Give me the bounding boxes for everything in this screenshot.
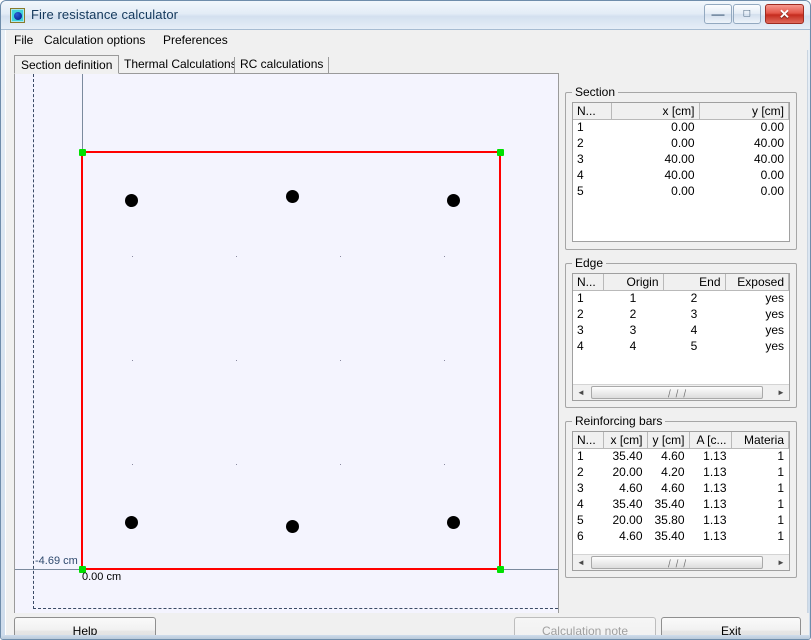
table-row: 5 20.00 35.80 1.13 1 bbox=[577, 513, 784, 527]
window-bottom-edge bbox=[1, 635, 810, 639]
table-row: 4 35.40 35.40 1.13 1 bbox=[577, 497, 784, 511]
table-row: 1 1 2 yes bbox=[577, 291, 784, 306]
section-edge-right[interactable] bbox=[499, 151, 501, 570]
menu-file[interactable]: File bbox=[14, 33, 34, 47]
tab-section-definition[interactable]: Section definition bbox=[14, 55, 120, 74]
table-row: 6 4.60 35.40 1.13 1 bbox=[577, 529, 784, 543]
rebar-col-x[interactable]: x [cm] bbox=[603, 432, 648, 449]
section-edge-left[interactable] bbox=[81, 151, 83, 570]
scroll-right-arrow-icon[interactable]: ► bbox=[777, 558, 785, 567]
menu-bar: File Calculation options Preferences bbox=[6, 30, 809, 50]
section-col-n[interactable]: N... bbox=[573, 103, 612, 120]
rebar-marker[interactable] bbox=[125, 194, 138, 207]
dashed-boundary-bottom bbox=[33, 608, 558, 609]
rebar-marker[interactable] bbox=[286, 190, 299, 203]
rebar-marker[interactable] bbox=[447, 194, 460, 207]
edge-table-hscrollbar[interactable]: ◄ ❘❘❘ ► bbox=[573, 384, 789, 400]
close-icon: ✕ bbox=[779, 6, 790, 22]
table-row: 4 4 5 yes bbox=[577, 339, 784, 353]
exit-button[interactable]: Exit bbox=[661, 617, 801, 639]
edge-col-n[interactable]: N... bbox=[573, 274, 604, 291]
section-vertex-4[interactable] bbox=[497, 566, 504, 573]
rebar-marker[interactable] bbox=[286, 520, 299, 533]
maximize-icon: □ bbox=[743, 7, 751, 20]
table-row: 4 40.00 0.00 bbox=[577, 168, 784, 182]
rebar-col-n[interactable]: N... bbox=[573, 432, 604, 449]
edge-group-title: Edge bbox=[575, 256, 604, 270]
dimension-label-x: 0.00 cm bbox=[82, 571, 122, 583]
table-row: 5 0.00 0.00 bbox=[577, 184, 784, 198]
grid-dots-layer bbox=[15, 74, 558, 615]
menu-calculation-options[interactable]: Calculation options bbox=[44, 33, 146, 47]
table-row: 3 4.60 4.60 1.13 1 bbox=[577, 481, 784, 495]
window-title: Fire resistance calculator bbox=[31, 7, 179, 22]
section-vertex-1[interactable] bbox=[79, 566, 86, 573]
rebar-marker[interactable] bbox=[447, 516, 460, 529]
rebar-col-area[interactable]: A [c... bbox=[689, 432, 732, 449]
help-button[interactable]: Help bbox=[14, 617, 156, 639]
dimension-label-y: -4.69 cm bbox=[35, 555, 78, 567]
scroll-left-arrow-icon[interactable]: ◄ bbox=[577, 388, 585, 397]
scroll-thumb[interactable]: ❘❘❘ bbox=[591, 556, 763, 569]
dashed-boundary-left bbox=[33, 74, 34, 609]
rebar-marker[interactable] bbox=[125, 516, 138, 529]
table-row: 2 0.00 40.00 bbox=[577, 136, 784, 150]
reinforcing-bars-group-title: Reinforcing bars bbox=[575, 414, 663, 428]
tab-strip: Section definition Thermal Calculations … bbox=[14, 55, 804, 74]
section-col-x[interactable]: x [cm] bbox=[611, 103, 700, 120]
table-row: 3 3 4 yes bbox=[577, 323, 784, 337]
app-circle-icon bbox=[10, 8, 25, 23]
section-group: Section N... x [cm] y [cm] 1 0.00 0.00 2 0.… bbox=[565, 85, 797, 250]
reinforcing-bars-group: Reinforcing bars N... x [cm] y [cm] A [c… bbox=[565, 414, 797, 578]
section-edge-bottom[interactable] bbox=[81, 568, 501, 570]
rebar-col-y[interactable]: y [cm] bbox=[647, 432, 690, 449]
client-area: File Calculation options Preferences Sec… bbox=[5, 30, 809, 639]
section-edge-top[interactable] bbox=[81, 151, 500, 153]
scroll-grip-icon: ❘❘❘ bbox=[665, 558, 689, 567]
edge-col-end[interactable]: End bbox=[663, 274, 726, 291]
rebar-col-material[interactable]: Materia bbox=[731, 432, 789, 449]
footer-bar: Help Calculation note Exit bbox=[6, 613, 809, 639]
menu-preferences[interactable]: Preferences bbox=[163, 33, 228, 47]
section-group-title: Section bbox=[575, 85, 616, 99]
scroll-thumb[interactable]: ❘❘❘ bbox=[591, 386, 763, 399]
reinforcing-bars-table[interactable]: N... x [cm] y [cm] A [c... Materia 1 35.4… bbox=[572, 431, 790, 571]
edge-col-exposed[interactable]: Exposed bbox=[725, 274, 789, 291]
table-row: 1 35.40 4.60 1.13 1 bbox=[577, 449, 784, 464]
maximize-button[interactable]: □ bbox=[733, 4, 761, 24]
table-row: 3 40.00 40.00 bbox=[577, 152, 784, 166]
minimize-icon: — bbox=[711, 6, 725, 22]
edge-col-origin[interactable]: Origin bbox=[603, 274, 664, 291]
scroll-grip-icon: ❘❘❘ bbox=[665, 388, 689, 397]
scroll-left-arrow-icon[interactable]: ◄ bbox=[577, 558, 585, 567]
tab-thermal-calculations[interactable]: Thermal Calculations bbox=[118, 55, 243, 74]
section-vertex-2[interactable] bbox=[79, 149, 86, 156]
scroll-right-arrow-icon[interactable]: ► bbox=[777, 388, 785, 397]
section-vertex-3[interactable] bbox=[497, 149, 504, 156]
table-row: 1 0.00 0.00 bbox=[577, 120, 784, 135]
tab-rc-calculations[interactable]: RC calculations bbox=[234, 55, 330, 74]
title-bar: Fire resistance calculator — □ ✕ bbox=[1, 1, 810, 30]
calculation-note-button[interactable]: Calculation note bbox=[514, 617, 656, 639]
rebar-table-hscrollbar[interactable]: ◄ ❘❘❘ ► bbox=[573, 554, 789, 570]
close-button[interactable]: ✕ bbox=[765, 4, 804, 24]
section-drawing-canvas[interactable]: -4.69 cm 0.00 cm bbox=[14, 73, 559, 616]
section-table[interactable]: N... x [cm] y [cm] 1 0.00 0.00 2 0.00 40.00 … bbox=[572, 102, 790, 242]
minimize-button[interactable]: — bbox=[704, 4, 732, 24]
table-row: 2 2 3 yes bbox=[577, 307, 784, 321]
section-col-y[interactable]: y [cm] bbox=[699, 103, 789, 120]
table-row: 2 20.00 4.20 1.13 1 bbox=[577, 465, 784, 479]
